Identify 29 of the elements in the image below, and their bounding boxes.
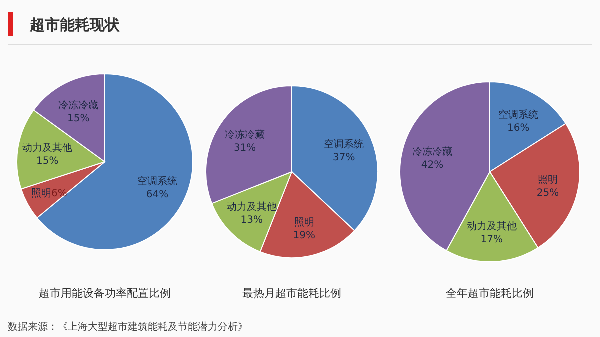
data-label: 15% [36,156,59,167]
data-label: 6% [52,188,68,200]
slice-label: 动力及其他 [466,220,517,232]
slice-label: 照明 [538,174,558,186]
data-label: 16% [508,122,530,134]
slice-label: 冷冻冷藏 [412,146,452,158]
slice-label: 空调系统 [498,108,539,121]
text: 超市用能设备功率配置比例 [39,287,171,300]
slice-label: 照明 [32,188,52,200]
text: 全年超市能耗比例 [446,287,534,300]
data-label: 64% [146,190,169,201]
data-label: 37% [332,152,356,164]
data-label: 17% [480,234,503,246]
source-note: 数据来源：《上海大型超市建筑能耗及节能潜力分析》 [8,321,248,333]
text: 最热月超市能耗比例 [242,287,342,300]
slice-label: 冷冻冷藏 [225,129,266,142]
data-label: 31% [234,143,256,154]
slice-label: 动力及其他 [226,201,277,214]
slice-label: 空调系统 [324,138,364,150]
data-label: 42% [421,160,444,172]
data-label: 19% [293,230,316,242]
data-label: 25% [536,188,560,199]
slice-label: 动力及其他 [22,142,73,154]
data-label: 13% [240,215,263,226]
slice-label: 冷冻冷藏 [58,99,99,112]
text: 超市能耗现状 [29,16,121,34]
slice-label: 空调系统 [138,176,178,188]
slice-label: 照明 [294,217,314,228]
data-label: 15% [68,113,90,124]
